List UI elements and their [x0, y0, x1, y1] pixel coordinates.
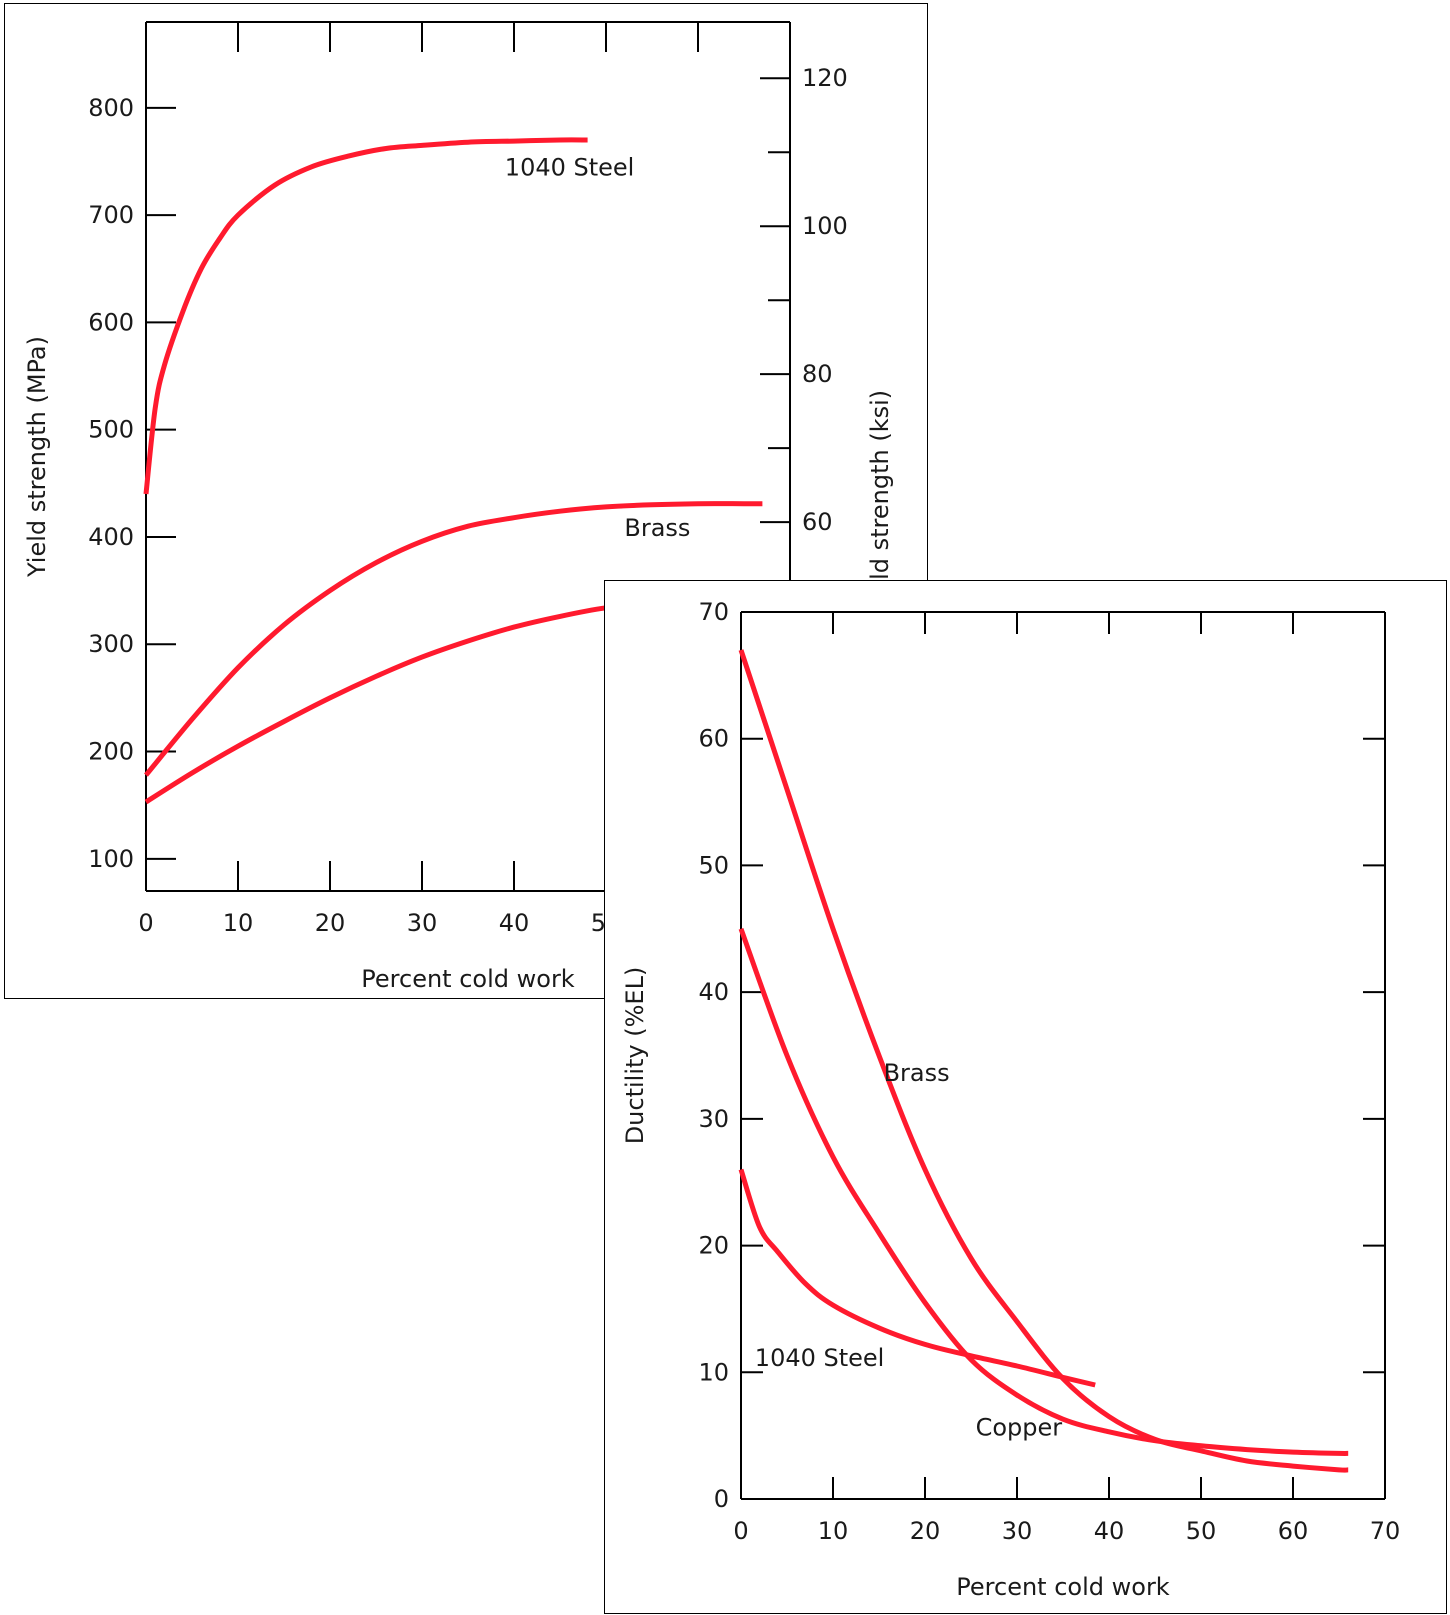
y-axis-title: Ductility (%EL): [621, 967, 649, 1145]
y-tick-label: 30: [698, 1105, 729, 1133]
x-tick-label: 30: [1002, 1517, 1033, 1545]
y-tick-label: 800: [88, 94, 134, 122]
y-tick-label: 0: [714, 1485, 729, 1513]
y2-tick-label: 60: [802, 508, 833, 536]
x-tick-label: 40: [499, 909, 530, 937]
x-tick-label: 40: [1094, 1517, 1125, 1545]
annotation-brass: Brass: [624, 514, 690, 542]
y-tick-label: 50: [698, 851, 729, 879]
x-tick-label: 70: [1370, 1517, 1401, 1545]
series-line-1040-steel: [143, 137, 588, 495]
y-tick-label: 300: [88, 630, 134, 658]
y2-tick-label: 120: [802, 64, 848, 92]
y-tick-label: 40: [698, 978, 729, 1006]
series-line-brass: [144, 501, 763, 777]
x-tick-label: 10: [223, 909, 254, 937]
y-axis-title: Yield strength (MPa): [23, 336, 51, 578]
ductility-chart: 0 10 20 30 40 50 60 70 0 10 20 30 40 50 60 70 Percent co…: [621, 598, 1401, 1601]
y-tick-label: 70: [698, 598, 729, 626]
y-tick-label: 10: [698, 1358, 729, 1386]
annotation-1040-steel: 1040 Steel: [755, 1344, 885, 1372]
x-tick-label: 0: [138, 909, 153, 937]
x-tick-label: 60: [1278, 1517, 1309, 1545]
y-tick-label: 600: [88, 308, 134, 336]
y-tick-label: 200: [88, 738, 134, 766]
y-tick-label: 500: [88, 416, 134, 444]
y2-axis-title: Yield strength (ksi): [866, 390, 894, 616]
x-tick-label: 50: [1186, 1517, 1217, 1545]
y2-tick-label: 100: [802, 212, 848, 240]
x-axis-title: Percent cold work: [956, 1573, 1170, 1601]
y-tick-label: 400: [88, 523, 134, 551]
annotation-brass: Brass: [884, 1059, 950, 1087]
x-tick-label: 20: [910, 1517, 941, 1545]
x-tick-label: 30: [407, 909, 438, 937]
yield-strength-chart: 0 10 20 30 40 50 60 70 100 200 300 400 500 600 700 800 6…: [23, 21, 894, 993]
x-tick-label: 20: [315, 909, 346, 937]
annotation-copper: Copper: [976, 1414, 1063, 1442]
x-tick-label: 10: [818, 1517, 849, 1545]
x-tick-label: 0: [733, 1517, 748, 1545]
series-line-copper: [738, 927, 1349, 1456]
y-tick-label: 60: [698, 725, 729, 753]
series-line-brass: [738, 649, 1349, 1473]
y-tick-label: 20: [698, 1232, 729, 1260]
x-axis-title: Percent cold work: [361, 965, 575, 993]
y2-tick-label: 80: [802, 360, 833, 388]
y-tick-label: 700: [88, 201, 134, 229]
y-tick-label: 100: [88, 845, 134, 873]
yield-strength-panel: 0 10 20 30 40 50 60 70 100 200 300 400 500 600 700 800 6…: [4, 3, 928, 999]
annotation-1040-steel: 1040 Steel: [505, 153, 635, 181]
ductility-panel: 0 10 20 30 40 50 60 70 0 10 20 30 40 50 60 70 Percent co…: [604, 580, 1447, 1614]
series-line-1040-steel: [738, 1168, 1096, 1388]
